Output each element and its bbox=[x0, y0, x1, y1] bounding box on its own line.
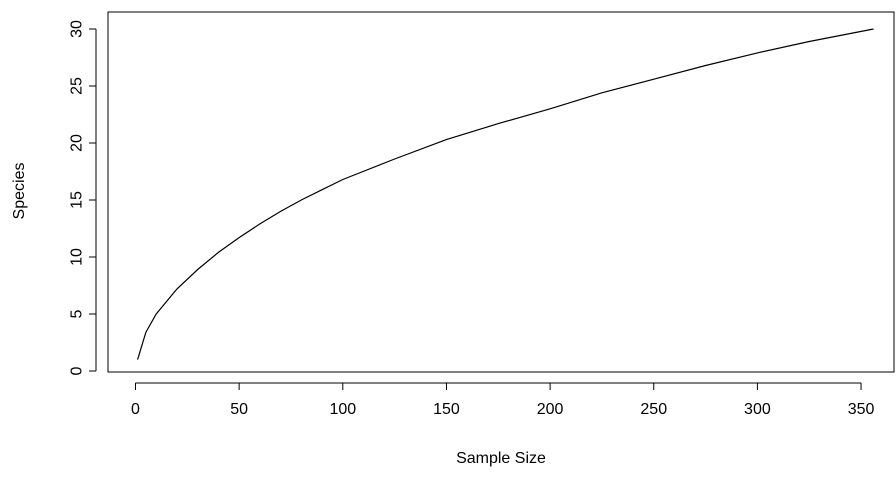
y-tick-label: 25 bbox=[69, 77, 86, 95]
y-axis: 0 5 10 15 20 25 30 bbox=[69, 20, 97, 375]
x-axis-title: Sample Size bbox=[456, 450, 546, 467]
x-tick-label: 250 bbox=[640, 401, 667, 418]
x-tick-label: 50 bbox=[230, 401, 248, 418]
y-tick-label: 30 bbox=[69, 20, 86, 38]
species-accumulation-line bbox=[137, 28, 874, 360]
x-tick-label: 100 bbox=[329, 401, 356, 418]
y-tick-label: 15 bbox=[69, 191, 86, 209]
x-tick-label: 150 bbox=[433, 401, 460, 418]
y-tick-label: 10 bbox=[69, 248, 86, 266]
x-tick-label: 0 bbox=[131, 401, 140, 418]
x-axis: 0 50 100 150 200 250 300 350 bbox=[131, 382, 875, 418]
plot-frame bbox=[107, 11, 895, 373]
x-tick-label: 200 bbox=[537, 401, 564, 418]
x-tick-label: 350 bbox=[848, 401, 875, 418]
y-tick-label: 0 bbox=[69, 366, 86, 375]
x-tick-label: 300 bbox=[744, 401, 771, 418]
y-axis-title: Species bbox=[11, 163, 28, 220]
y-tick-label: 5 bbox=[69, 309, 86, 318]
y-tick-label: 20 bbox=[69, 134, 86, 152]
